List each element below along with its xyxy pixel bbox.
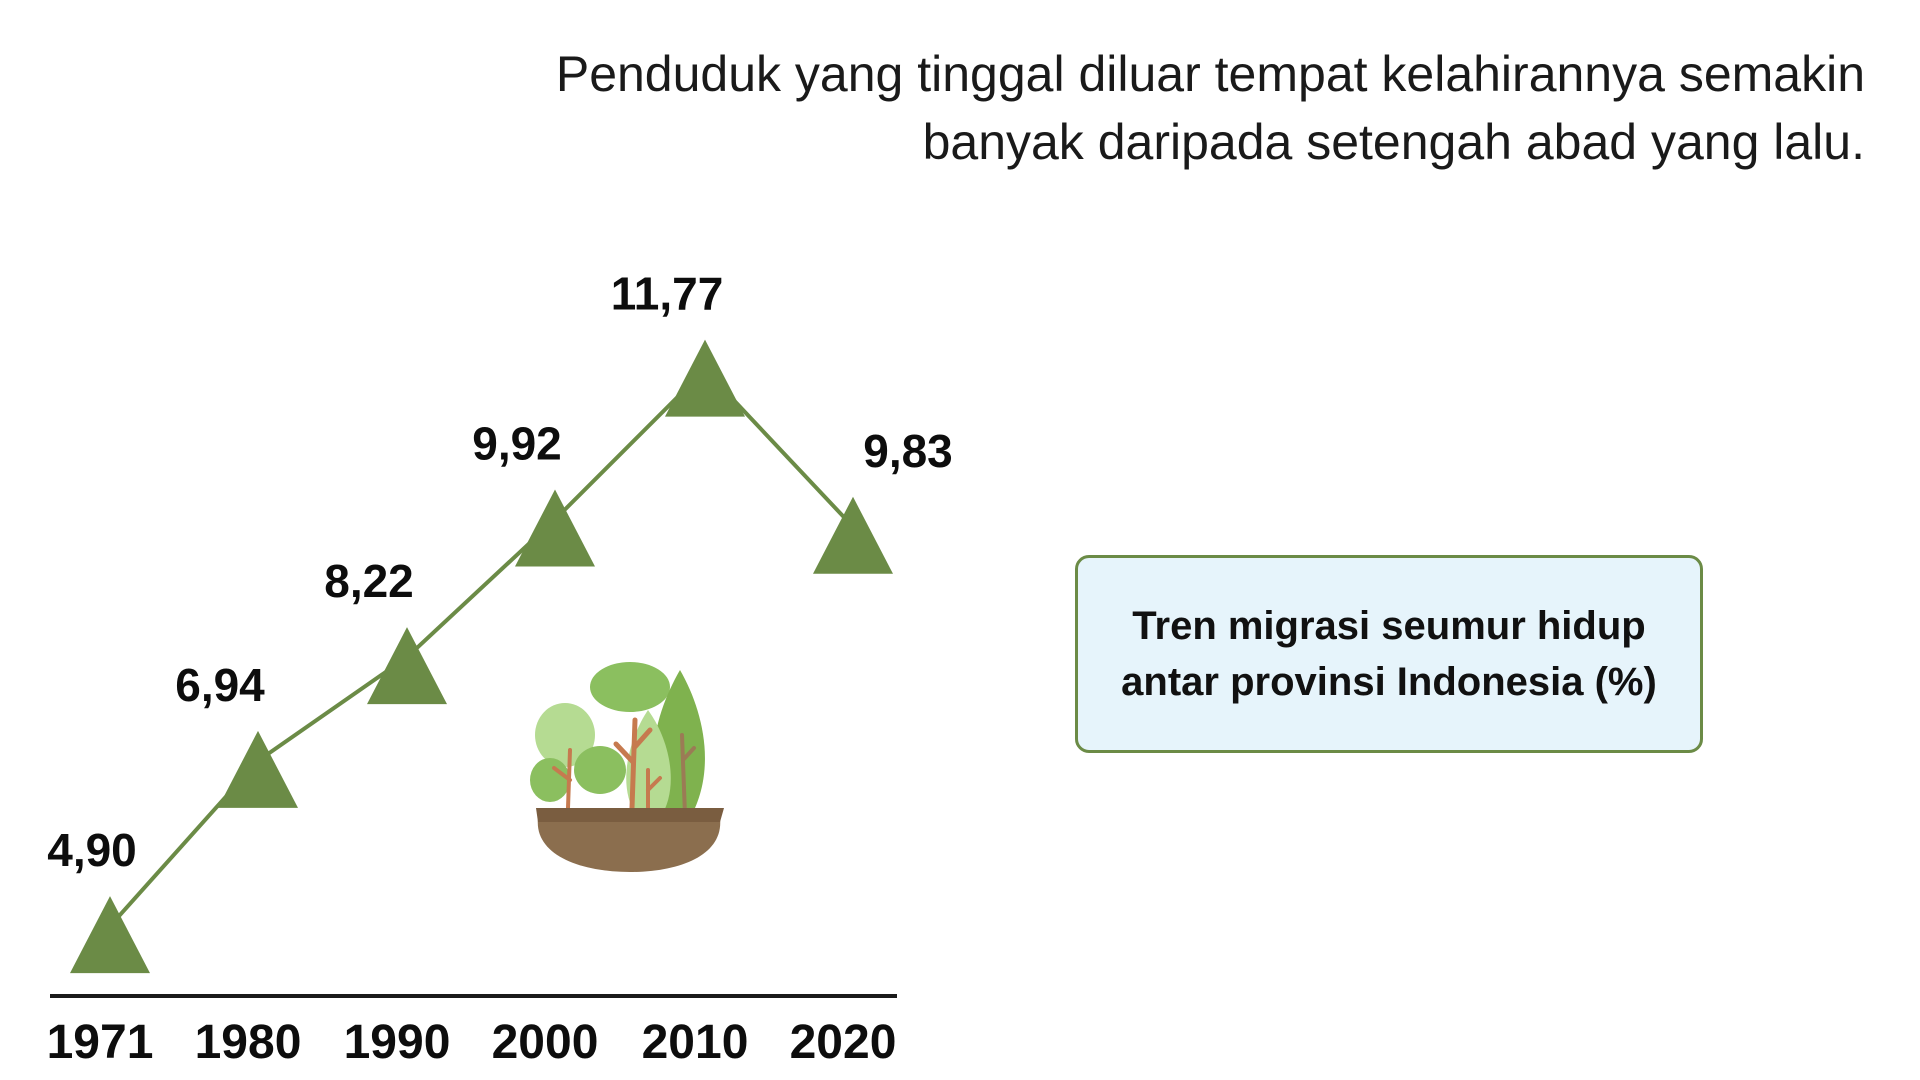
- chart-caption-line-2: antar provinsi Indonesia (%): [1121, 660, 1657, 704]
- marker-1990: [367, 627, 447, 705]
- x-tick-label-2020: 2020: [790, 1016, 897, 1069]
- marker-2020: [813, 496, 893, 574]
- markers-group: [70, 339, 893, 974]
- x-tick-label-1971: 1971: [47, 1016, 154, 1069]
- headline-line-1: Penduduk yang tinggal diluar tempat kela…: [555, 46, 1865, 102]
- x-tick-label-2010: 2010: [642, 1016, 749, 1069]
- x-tick-label-2000: 2000: [492, 1016, 599, 1069]
- x-tick-label-1980: 1980: [195, 1016, 302, 1069]
- value-label-2000: 9,92: [472, 417, 562, 469]
- value-label-1990: 8,22: [324, 555, 414, 607]
- marker-2010: [665, 339, 745, 417]
- chart-caption-text: Tren migrasi seumur hidup antar provinsi…: [1121, 598, 1657, 710]
- tick-labels-group: 1971 1980 1990 2000 2010 2020: [47, 1016, 897, 1069]
- value-label-1980: 6,94: [175, 659, 265, 711]
- chart-caption-line-1: Tren migrasi seumur hidup: [1132, 604, 1646, 648]
- headline: Penduduk yang tinggal diluar tempat kela…: [305, 40, 1865, 176]
- marker-2000: [515, 489, 595, 567]
- value-label-2010: 11,77: [611, 268, 724, 320]
- x-tick-label-1990: 1990: [344, 1016, 451, 1069]
- chart-caption-box: Tren migrasi seumur hidup antar provinsi…: [1075, 555, 1703, 753]
- value-label-2020: 9,83: [863, 425, 953, 477]
- tree-pot-icon: [530, 662, 724, 872]
- value-label-1971: 4,90: [47, 824, 137, 876]
- marker-1980: [218, 730, 298, 808]
- value-labels-group: 4,90 6,94 8,22 9,92 11,77 9,83: [47, 268, 953, 876]
- headline-line-2: banyak daripada setengah abad yang lalu.: [922, 114, 1865, 170]
- marker-1971: [70, 896, 150, 974]
